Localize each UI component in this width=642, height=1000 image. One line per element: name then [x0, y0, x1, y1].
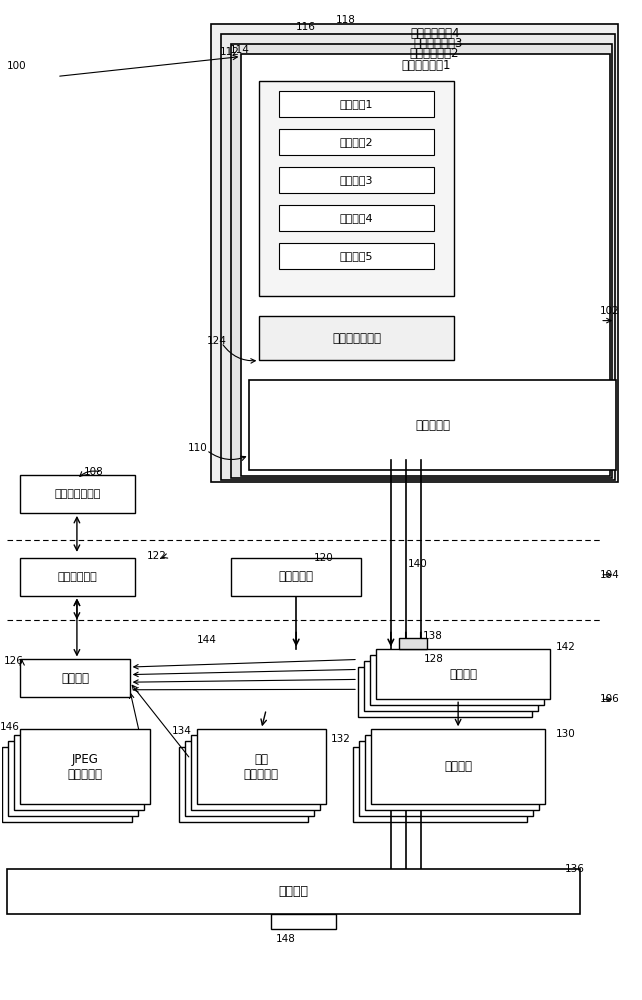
Text: 计算装置: 计算装置 — [444, 760, 472, 773]
Text: 100: 100 — [7, 61, 27, 71]
FancyBboxPatch shape — [376, 649, 550, 699]
FancyBboxPatch shape — [279, 91, 434, 117]
FancyBboxPatch shape — [231, 558, 361, 596]
FancyBboxPatch shape — [365, 735, 539, 810]
Text: 应用程其5: 应用程其5 — [340, 251, 373, 261]
FancyBboxPatch shape — [20, 558, 135, 596]
FancyBboxPatch shape — [259, 81, 454, 296]
Text: 136: 136 — [566, 864, 585, 874]
FancyBboxPatch shape — [279, 205, 434, 231]
Text: 142: 142 — [555, 642, 575, 652]
Text: 130: 130 — [555, 729, 575, 739]
Text: 硬件监测器工具: 硬件监测器工具 — [54, 489, 101, 499]
FancyBboxPatch shape — [8, 741, 138, 816]
Text: 视频
编解码装置: 视频 编解码装置 — [244, 753, 279, 781]
Text: 内核虚拟机: 内核虚拟机 — [279, 570, 314, 583]
FancyBboxPatch shape — [221, 34, 615, 480]
FancyBboxPatch shape — [7, 869, 580, 914]
FancyBboxPatch shape — [231, 44, 612, 478]
Text: 114: 114 — [229, 45, 249, 55]
Text: 用户端内核空间: 用户端内核空间 — [332, 332, 381, 345]
FancyBboxPatch shape — [279, 243, 434, 269]
Text: 106: 106 — [600, 694, 620, 704]
FancyBboxPatch shape — [371, 729, 545, 804]
FancyBboxPatch shape — [20, 659, 130, 697]
FancyBboxPatch shape — [370, 655, 544, 705]
FancyBboxPatch shape — [364, 661, 539, 711]
Text: 108: 108 — [84, 467, 104, 477]
Text: 应用程其1: 应用程其1 — [340, 99, 373, 109]
Text: 140: 140 — [408, 559, 428, 569]
FancyBboxPatch shape — [191, 735, 320, 810]
FancyBboxPatch shape — [359, 741, 534, 816]
Text: 104: 104 — [600, 570, 620, 580]
Text: 应用程其3: 应用程其3 — [340, 175, 373, 185]
FancyBboxPatch shape — [272, 914, 336, 929]
Text: 用户虚拟机: 用户虚拟机 — [415, 419, 450, 432]
Text: 138: 138 — [423, 631, 442, 641]
FancyBboxPatch shape — [279, 129, 434, 155]
Text: 虚拟功能: 虚拟功能 — [449, 668, 477, 681]
FancyBboxPatch shape — [196, 729, 326, 804]
FancyBboxPatch shape — [178, 747, 308, 822]
Text: 应用程其4: 应用程其4 — [340, 213, 373, 223]
FancyBboxPatch shape — [259, 316, 454, 360]
Text: JPEG
编解码装置: JPEG 编解码装置 — [67, 753, 102, 781]
Text: 122: 122 — [147, 551, 166, 561]
Text: 124: 124 — [207, 336, 227, 346]
Text: 110: 110 — [187, 443, 207, 453]
FancyBboxPatch shape — [249, 380, 616, 470]
Text: 102: 102 — [600, 306, 620, 316]
Text: 118: 118 — [336, 15, 356, 25]
Text: 存储装置: 存储装置 — [279, 885, 309, 898]
FancyBboxPatch shape — [279, 167, 434, 193]
Text: 芯片驱动程序: 芯片驱动程序 — [58, 572, 98, 582]
Text: 物理功能: 物理功能 — [61, 672, 89, 685]
Text: 120: 120 — [314, 553, 334, 563]
Text: 134: 134 — [171, 726, 191, 736]
Text: 126: 126 — [4, 656, 24, 666]
Text: 应用程其2: 应用程其2 — [340, 137, 373, 147]
FancyBboxPatch shape — [184, 741, 314, 816]
Text: 128: 128 — [424, 654, 444, 664]
FancyBboxPatch shape — [241, 54, 610, 476]
Text: 116: 116 — [296, 22, 316, 32]
Text: 146: 146 — [0, 722, 20, 732]
Text: 客户操作系眶1: 客户操作系眶1 — [401, 59, 451, 72]
Text: 客户操作系眶3: 客户操作系眶3 — [413, 37, 463, 50]
Text: 客户操作系眶2: 客户操作系眶2 — [409, 47, 458, 60]
Text: 132: 132 — [331, 734, 351, 744]
Text: 客户操作系眶4: 客户操作系眶4 — [410, 27, 460, 40]
FancyBboxPatch shape — [211, 24, 618, 482]
Text: 144: 144 — [196, 635, 216, 645]
FancyBboxPatch shape — [2, 747, 132, 822]
Text: 148: 148 — [276, 934, 296, 944]
FancyBboxPatch shape — [14, 735, 144, 810]
FancyBboxPatch shape — [358, 667, 532, 717]
FancyBboxPatch shape — [20, 729, 150, 804]
Text: 112: 112 — [220, 47, 239, 57]
FancyBboxPatch shape — [399, 638, 427, 649]
FancyBboxPatch shape — [353, 747, 527, 822]
FancyBboxPatch shape — [20, 475, 135, 513]
